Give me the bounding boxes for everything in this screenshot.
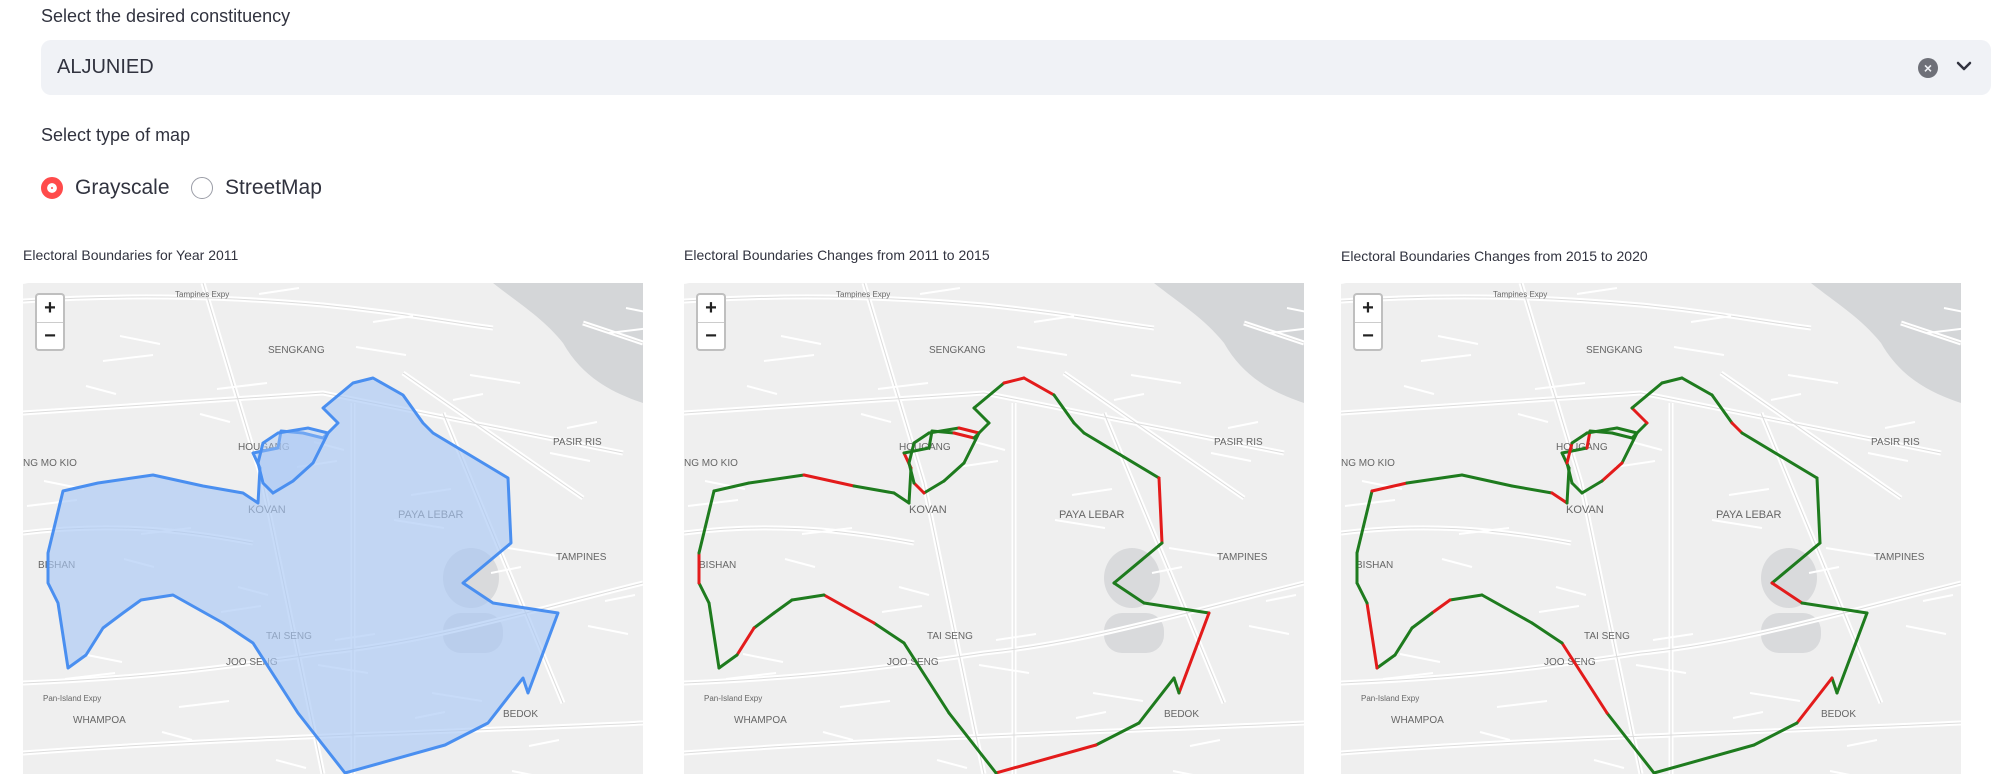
radio-streetmap-label: StreetMap xyxy=(225,176,322,199)
map-place-label: Tampines Expy xyxy=(1493,290,1547,299)
clear-icon[interactable]: × xyxy=(1918,58,1938,78)
zoom-control[interactable]: + − xyxy=(1353,293,1383,351)
map-place-label: WHAMPOA xyxy=(73,715,126,726)
zoom-in-button[interactable]: + xyxy=(37,295,63,323)
map-place-label: KOVAN xyxy=(909,504,947,516)
map-place-label: Pan-Island Expy xyxy=(1361,694,1419,703)
map-place-label: NG MO KIO xyxy=(684,458,738,469)
constituency-value: ALJUNIED xyxy=(57,56,154,78)
map-place-label: JOO SENG xyxy=(226,657,278,668)
map-place-label: Tampines Expy xyxy=(175,290,229,299)
map-2015-2020[interactable]: Tampines Expy SENGKANG HOUGANG PASIR RIS NG … xyxy=(1341,283,1961,774)
map-place-label: TAMPINES xyxy=(1874,552,1925,563)
constituency-select[interactable]: ALJUNIED × xyxy=(41,40,1991,95)
map-place-label: BISHAN xyxy=(699,560,736,571)
map-place-label: Pan-Island Expy xyxy=(704,694,762,703)
map-1-title: Electoral Boundaries for Year 2011 xyxy=(23,247,239,263)
map-place-label: SENGKANG xyxy=(1586,345,1643,356)
chevron-down-icon[interactable] xyxy=(1952,54,1976,78)
map-type-label: Select type of map xyxy=(41,125,191,145)
map-place-label: KOVAN xyxy=(1566,504,1604,516)
map-place-label: BISHAN xyxy=(1356,560,1393,571)
radio-grayscale-label: Grayscale xyxy=(75,176,170,199)
constituency-label: Select the desired constituency xyxy=(41,6,291,26)
map-place-label: TAMPINES xyxy=(556,552,607,563)
map-place-label: SENGKANG xyxy=(929,345,986,356)
map-place-label: PASIR RIS xyxy=(1214,437,1263,448)
map-place-label: JOO SENG xyxy=(1544,657,1596,668)
map-place-label: SENGKANG xyxy=(268,345,325,356)
map-place-label: BEDOK xyxy=(503,709,538,720)
map-place-label: WHAMPOA xyxy=(1391,715,1444,726)
map-place-label: TAI SENG xyxy=(927,631,973,642)
zoom-in-button[interactable]: + xyxy=(1355,295,1381,323)
map-place-label: PASIR RIS xyxy=(1871,437,1920,448)
radio-streetmap[interactable]: StreetMap xyxy=(191,174,322,202)
map-place-label: PASIR RIS xyxy=(553,437,602,448)
map-2011[interactable]: Tampines Expy SENGKANG HOUGANG PASIR RIS NG … xyxy=(23,283,643,774)
zoom-in-button[interactable]: + xyxy=(698,295,724,323)
zoom-control[interactable]: + − xyxy=(35,293,65,351)
zoom-control[interactable]: + − xyxy=(696,293,726,351)
radio-selected-icon xyxy=(41,177,63,199)
map-2-title: Electoral Boundaries Changes from 2011 t… xyxy=(684,247,990,263)
zoom-out-button[interactable]: − xyxy=(705,325,717,347)
zoom-out-button[interactable]: − xyxy=(44,325,56,347)
map-place-label: NG MO KIO xyxy=(1341,458,1395,469)
map-place-label: JOO SENG xyxy=(887,657,939,668)
map-place-label: TAMPINES xyxy=(1217,552,1268,563)
map-place-label: PAYA LEBAR xyxy=(1716,509,1781,521)
map-3-title: Electoral Boundaries Changes from 2015 t… xyxy=(1341,248,1648,264)
radio-unselected-icon xyxy=(191,177,213,199)
map-place-label: TAI SENG xyxy=(1584,631,1630,642)
map-place-label: HOUGANG xyxy=(238,442,290,453)
zoom-out-button[interactable]: − xyxy=(1362,325,1374,347)
map-place-label: BEDOK xyxy=(1821,709,1856,720)
map-place-label: BEDOK xyxy=(1164,709,1199,720)
radio-grayscale[interactable]: Grayscale xyxy=(41,174,170,202)
map-place-label: Tampines Expy xyxy=(836,290,890,299)
map-place-label: NG MO KIO xyxy=(23,458,77,469)
map-place-label: WHAMPOA xyxy=(734,715,787,726)
map-place-label: Pan-Island Expy xyxy=(43,694,101,703)
map-place-label: PAYA LEBAR xyxy=(1059,509,1124,521)
